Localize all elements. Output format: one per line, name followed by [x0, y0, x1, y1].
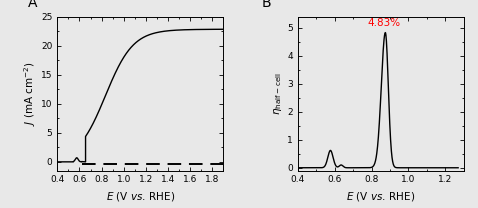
Y-axis label: $\eta_{\rm half-cell}$: $\eta_{\rm half-cell}$ — [272, 72, 284, 115]
Text: B: B — [261, 0, 271, 10]
Text: 4.83%: 4.83% — [368, 18, 401, 28]
Y-axis label: $J$ (mA cm$^{-2}$): $J$ (mA cm$^{-2}$) — [22, 61, 38, 126]
X-axis label: $E$ (V $vs$. RHE): $E$ (V $vs$. RHE) — [106, 190, 175, 203]
X-axis label: $E$ (V $vs$. RHE): $E$ (V $vs$. RHE) — [346, 190, 415, 203]
Text: A: A — [28, 0, 37, 10]
